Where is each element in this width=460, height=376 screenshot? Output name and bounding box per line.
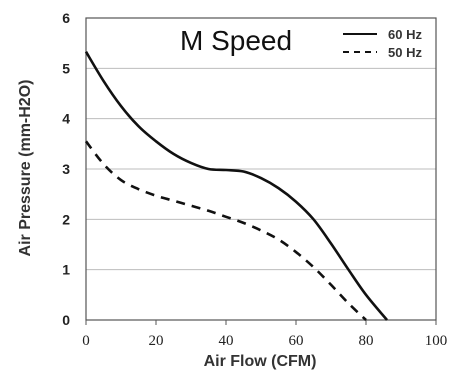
y-axis-label: Air Pressure (mm-H2O) xyxy=(17,80,34,257)
plot-frame xyxy=(85,17,437,321)
y-tick-label: 5 xyxy=(62,60,70,76)
y-tick-label: 2 xyxy=(62,211,70,227)
y-tick-label: 1 xyxy=(62,262,70,278)
series-layer xyxy=(84,51,388,321)
legend-label: 60 Hz xyxy=(388,27,422,42)
x-tick-label: 80 xyxy=(359,333,374,349)
x-tick-label: 40 xyxy=(219,333,234,349)
legend: 60 Hz 50 Hz xyxy=(343,27,422,60)
y-tick-label: 6 xyxy=(62,10,70,26)
series-line-1 xyxy=(84,140,367,321)
y-tick-label: 4 xyxy=(62,111,70,127)
x-tick-label: 0 xyxy=(82,333,90,349)
y-tick-label: 0 xyxy=(62,312,70,328)
y-tick-label: 3 xyxy=(62,161,70,177)
series-line-0 xyxy=(84,51,388,321)
chart-title: M Speed xyxy=(180,25,292,56)
x-axis-label: Air Flow (CFM) xyxy=(204,353,317,370)
x-tick-label: 100 xyxy=(425,333,448,349)
x-tick-label: 20 xyxy=(149,333,164,349)
x-tick-label: 60 xyxy=(289,333,304,349)
legend-label: 50 Hz xyxy=(388,45,422,60)
